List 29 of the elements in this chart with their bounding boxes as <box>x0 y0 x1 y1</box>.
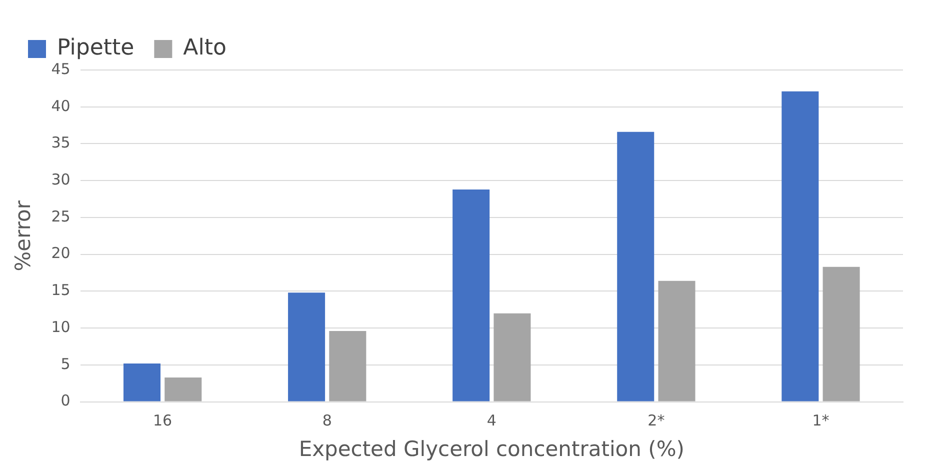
y-tick-label: 15 <box>51 281 70 300</box>
y-tick-label: 10 <box>51 318 70 336</box>
y-tick-label: 5 <box>60 354 70 373</box>
y-tick-label: 40 <box>51 96 70 115</box>
bar <box>329 331 366 402</box>
y-tick-label: 0 <box>60 392 70 410</box>
y-tick-label: 20 <box>51 244 70 262</box>
bar <box>288 292 326 402</box>
x-tick-label: 8 <box>322 412 332 430</box>
x-tick-label: 2* <box>648 412 666 430</box>
bar <box>782 91 819 402</box>
y-tick-label: 30 <box>51 170 70 188</box>
x-tick-label: 4 <box>486 412 496 430</box>
bar <box>617 132 654 402</box>
bar <box>123 363 160 402</box>
bar <box>494 313 531 402</box>
legend-label: Pipette <box>57 36 134 61</box>
bar <box>452 189 490 402</box>
legend-label: Alto <box>183 36 226 61</box>
y-axis-title: %error <box>11 200 36 272</box>
x-tick-label: 1* <box>812 412 830 430</box>
x-tick-label: 16 <box>153 412 172 430</box>
bar <box>164 377 202 402</box>
y-tick-label: 25 <box>51 207 70 226</box>
x-axis-title: Expected Glycerol concentration (%) <box>298 436 684 461</box>
y-tick-label: 45 <box>51 60 70 78</box>
y-tick-label: 35 <box>51 134 70 152</box>
bar <box>822 266 860 402</box>
bar <box>658 280 696 402</box>
